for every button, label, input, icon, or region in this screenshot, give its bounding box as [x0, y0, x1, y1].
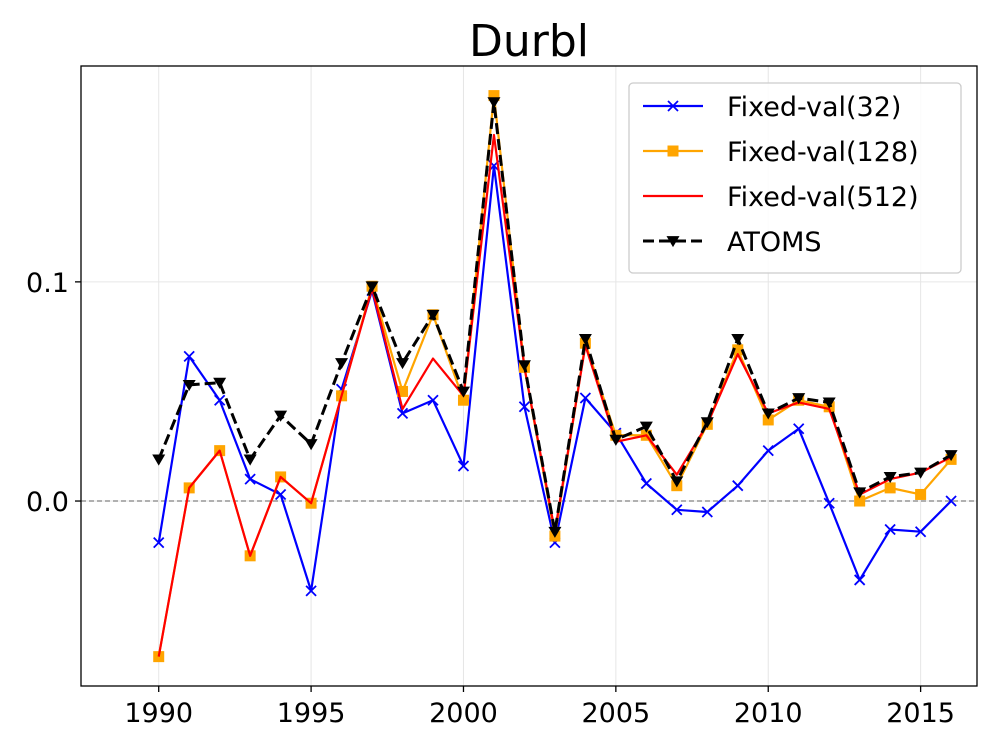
data-point-fixed-val-32 [457, 460, 470, 472]
data-point-fixed-val-32 [671, 504, 683, 516]
legend-entry-atoms: ATOMS [643, 227, 822, 258]
legend-entry-fixed-val-32: Fixed-val(32) [643, 92, 901, 123]
legend: Fixed-val(32) Fixed-val(128) Fixed-val(512… [628, 82, 962, 274]
series-atoms [152, 97, 958, 538]
data-point-atoms [213, 377, 227, 389]
y-tick-label: 0.1 [26, 268, 69, 299]
data-point-atoms [456, 386, 470, 398]
legend-swatch-marker [667, 100, 679, 112]
legend-entry-fixed-val-512: Fixed-val(512) [643, 182, 919, 213]
legend-swatch-marker [666, 236, 680, 248]
data-point-fixed-val-128 [732, 344, 744, 356]
data-point-fixed-val-32 [793, 423, 805, 435]
data-point-atoms [243, 454, 257, 466]
legend-swatch-marker [667, 145, 679, 157]
series-group [152, 90, 958, 663]
data-point-fixed-val-128 [915, 488, 927, 500]
x-tick-label: 2010 [734, 698, 803, 729]
x-tick-label: 1995 [277, 698, 346, 729]
data-point-fixed-val-32 [762, 444, 774, 457]
data-point-atoms [761, 408, 775, 420]
data-point-fixed-val-32 [640, 477, 652, 490]
data-point-atoms [365, 281, 379, 293]
data-point-atoms [914, 467, 928, 479]
x-tick-label: 2015 [886, 698, 955, 729]
data-point-atoms [304, 439, 318, 451]
data-point-fixed-val-128 [457, 394, 469, 406]
data-point-atoms [396, 358, 410, 370]
data-point-fixed-val-32 [914, 526, 927, 538]
data-point-atoms [731, 333, 745, 346]
data-point-fixed-val-128 [397, 385, 409, 397]
data-point-fixed-val-32 [214, 394, 226, 406]
data-point-atoms [487, 97, 501, 109]
data-point-atoms [670, 476, 684, 488]
data-point-atoms [883, 472, 897, 484]
data-point-atoms [274, 410, 288, 422]
data-point-fixed-val-32 [244, 473, 256, 485]
data-point-atoms [182, 380, 196, 392]
data-point-atoms [700, 417, 714, 429]
data-point-fixed-val-32 [732, 480, 744, 492]
data-point-fixed-val-32 [153, 537, 165, 549]
series-line-atoms [157, 100, 952, 534]
chart-title: Durbl [469, 16, 589, 67]
x-tick-label: 1990 [124, 698, 193, 729]
data-point-atoms [639, 421, 653, 433]
data-point-fixed-val-32 [945, 495, 957, 507]
data-point-atoms [426, 309, 440, 321]
data-point-atoms [548, 526, 562, 538]
data-point-atoms [578, 333, 592, 346]
data-point-fixed-val-128 [488, 90, 500, 102]
legend-label: ATOMS [727, 227, 822, 258]
legend-label: Fixed-val(512) [727, 182, 919, 213]
data-point-fixed-val-32 [579, 392, 592, 404]
data-point-fixed-val-128 [153, 651, 165, 663]
data-point-atoms [517, 360, 531, 372]
data-point-fixed-val-32 [305, 585, 317, 597]
data-point-atoms [944, 450, 958, 462]
data-point-atoms [609, 434, 623, 446]
data-point-atoms [152, 454, 166, 466]
y-tick-label: 0.0 [26, 487, 69, 518]
data-point-atoms [792, 393, 806, 405]
data-point-fixed-val-32 [701, 506, 713, 518]
data-point-fixed-val-32 [823, 497, 835, 509]
data-point-fixed-val-32 [518, 401, 531, 413]
legend-entry-fixed-val-128: Fixed-val(128) [643, 137, 919, 168]
axes: 1990 1995 2000 2005 2010 2015 0.0 0.1 [26, 65, 978, 729]
legend-label: Fixed-val(32) [727, 92, 901, 123]
data-point-atoms [335, 358, 349, 370]
data-point-fixed-val-128 [854, 495, 866, 507]
x-tick-label: 2000 [429, 698, 498, 729]
data-point-fixed-val-32 [274, 488, 287, 501]
plot-frame [80, 65, 978, 687]
legend-box [628, 82, 962, 274]
x-tick-label: 2005 [581, 698, 650, 729]
data-point-fixed-val-128 [762, 414, 774, 426]
data-point-fixed-val-128 [884, 482, 896, 494]
legend-label: Fixed-val(128) [727, 137, 919, 168]
data-point-fixed-val-32 [884, 523, 896, 536]
data-point-atoms [822, 397, 836, 409]
data-point-fixed-val-32 [183, 350, 195, 363]
data-point-fixed-val-32 [427, 394, 439, 406]
data-point-fixed-val-32 [854, 574, 866, 586]
data-point-atoms [853, 487, 867, 499]
data-point-fixed-val-32 [396, 407, 409, 420]
